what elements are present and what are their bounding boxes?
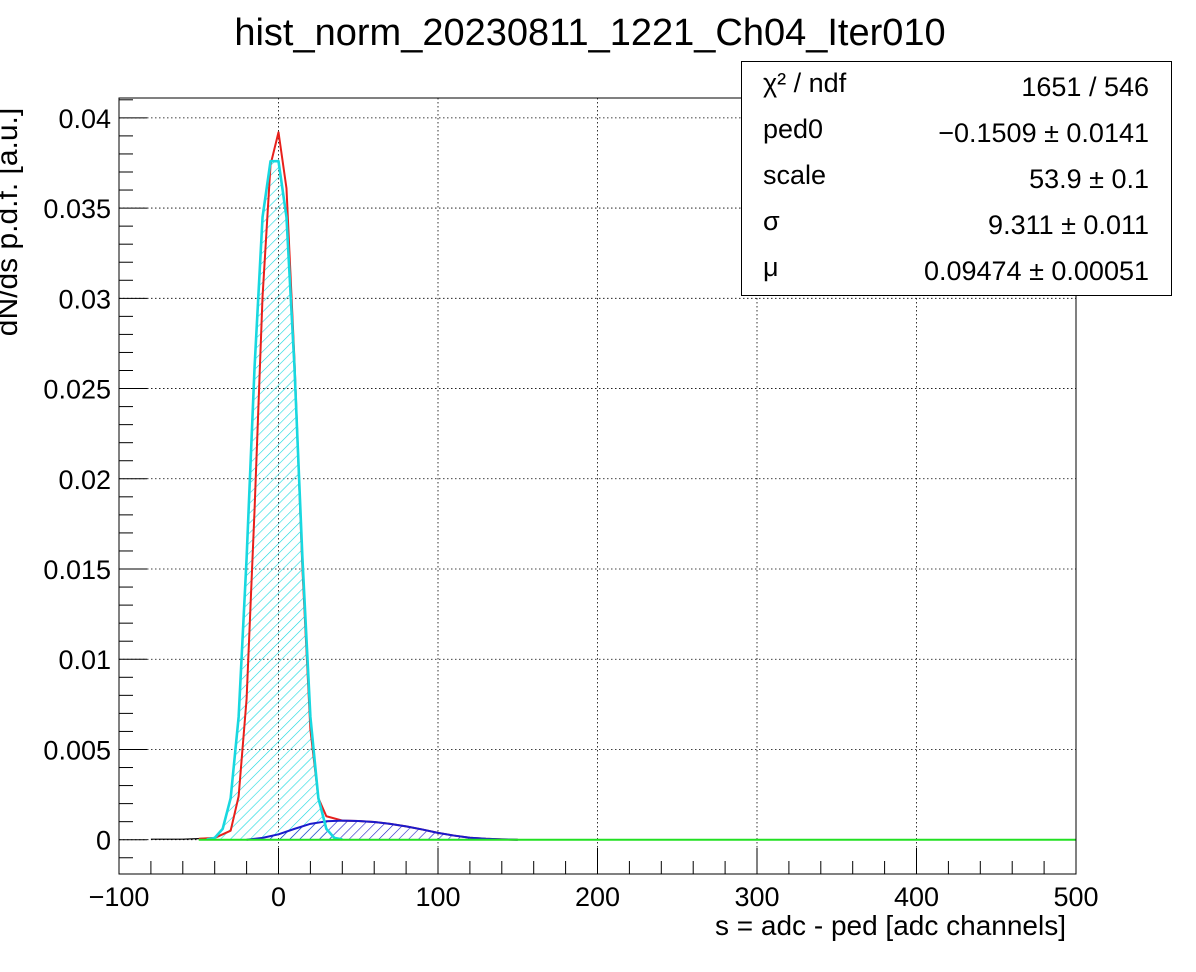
stats-key: ped0 [763, 114, 824, 144]
y-tick-label: 0.005 [43, 735, 111, 765]
axes-group: −100 0 100 200 300 400 500 0 0.005 0.01 0.015 0.02 0… [43, 99, 1099, 912]
y-tick-label: 0.035 [43, 194, 111, 224]
stats-value: 53.9 ± 0.1 [1029, 164, 1149, 194]
y-tick-label: 0.015 [43, 555, 111, 585]
stats-row-chi2: χ² / ndf 1651 / 546 [742, 62, 1171, 108]
x-tick-label: 0 [271, 882, 286, 912]
series-group [150, 131, 1076, 841]
fit-stats-box: χ² / ndf 1651 / 546 ped0 −0.1509 ± 0.014… [741, 61, 1172, 296]
stats-value: 0.09474 ± 0.00051 [923, 256, 1149, 286]
stats-row-sigma: σ 9.311 ± 0.011 [742, 200, 1171, 246]
y-tick-label: 0.03 [58, 284, 111, 314]
x-tick-label: 300 [734, 882, 779, 912]
stats-value: −0.1509 ± 0.0141 [938, 118, 1149, 148]
x-tick-label: −100 [89, 882, 150, 912]
stats-row-scale: scale 53.9 ± 0.1 [742, 154, 1171, 200]
pedestal-component-line [206, 159, 343, 841]
y-tick-label: 0.01 [58, 645, 111, 675]
x-tick-label: 100 [415, 882, 460, 912]
x-tick-label: 400 [894, 882, 939, 912]
stats-key: scale [763, 160, 827, 190]
pedestal-component-fill [206, 161, 343, 840]
y-tick-label: 0.025 [43, 375, 111, 405]
y-tick-label: 0.04 [58, 104, 111, 134]
x-tick-label: 200 [575, 882, 620, 912]
stats-row-ped0: ped0 −0.1509 ± 0.0141 [742, 108, 1171, 154]
y-tick-label: 0 [96, 826, 111, 856]
stats-key: σ [763, 206, 780, 236]
chart-title: hist_norm_20230811_1221_Ch04_Iter010 [234, 12, 946, 54]
stats-row-mu: μ 0.09474 ± 0.00051 [742, 246, 1171, 292]
stats-value: 9.311 ± 0.011 [988, 210, 1149, 240]
x-axis-label: s = adc - ped [adc channels] [715, 910, 1066, 941]
signal-component-line [246, 819, 518, 841]
stats-key: μ [763, 252, 779, 282]
stats-key: χ² / ndf [763, 68, 847, 98]
y-tick-label: 0.02 [58, 465, 111, 495]
x-tick-label: 500 [1053, 882, 1098, 912]
y-axis-label: dN/ds p.d.f. [a.u.] [0, 107, 24, 337]
stats-value: 1651 / 546 [1021, 72, 1149, 102]
